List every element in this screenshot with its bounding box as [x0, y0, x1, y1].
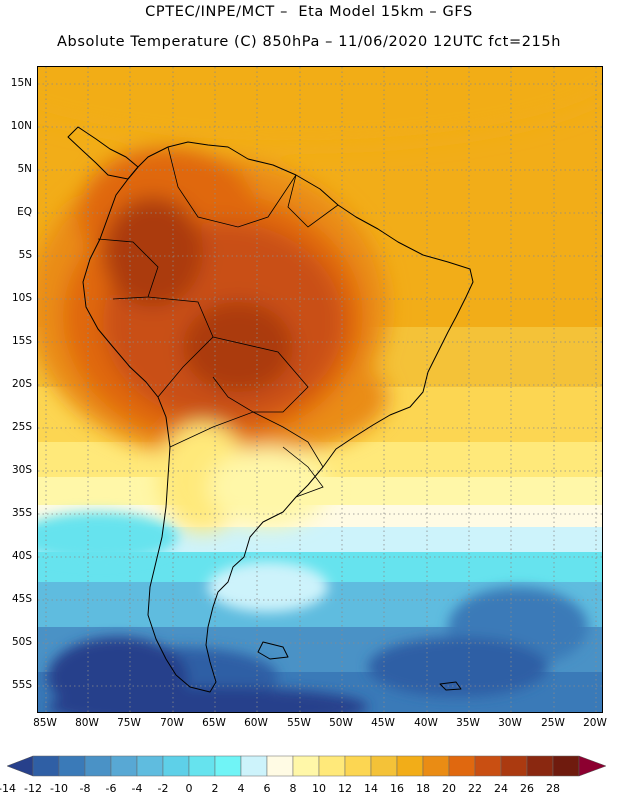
chart-title: CPTEC/INPE/MCT – Eta Model 15km – GFS [145, 4, 473, 20]
colorbar-swatch [188, 755, 216, 777]
lat-label: 50S [11, 636, 32, 648]
lon-label: 70W [160, 717, 184, 729]
guianas-border [287, 174, 339, 228]
map-area [37, 66, 603, 713]
warm-anomalies [38, 67, 602, 532]
lat-label: 5N [17, 163, 32, 175]
lon-label: 35W [456, 717, 480, 729]
lon-label: 80W [75, 717, 99, 729]
colorbar-swatch [474, 755, 502, 777]
colorbar-swatch [110, 755, 138, 777]
lat-label: 5S [18, 249, 32, 261]
colorbar-label: -6 [105, 782, 117, 795]
uruguay-border [282, 446, 324, 498]
colorbar-label: 24 [494, 782, 508, 795]
lon-label: 65W [202, 717, 226, 729]
lat-label: 45S [11, 593, 32, 605]
colorbar-label: 14 [364, 782, 378, 795]
colorbar-label: 10 [312, 782, 326, 795]
colorbar-swatch [292, 755, 320, 777]
lat-label: 15N [10, 77, 32, 89]
colorbar-label: 22 [468, 782, 482, 795]
colorbar-label: -8 [79, 782, 91, 795]
colorbar-swatch [500, 755, 528, 777]
colorbar-swatch [396, 755, 424, 777]
lat-label: 55S [11, 679, 32, 691]
colorbar-label: 18 [416, 782, 430, 795]
colorbar-label: -14 [0, 782, 16, 795]
falkland-islands [257, 641, 289, 660]
colorbar-swatch [58, 755, 86, 777]
colorbar-swatch [266, 755, 294, 777]
colorbar-label: 28 [546, 782, 560, 795]
cold-anomalies [38, 512, 588, 712]
lat-label: 20S [11, 378, 32, 390]
chart-subtitle: Absolute Temperature (C) 850hPa – 11/06/… [57, 34, 561, 50]
colorbar-label: -10 [50, 782, 68, 795]
lon-label: 20W [583, 717, 607, 729]
south-america-coast [82, 141, 474, 693]
colorbar-swatch [214, 755, 242, 777]
lat-label: 40S [11, 550, 32, 562]
lon-label: 40W [414, 717, 438, 729]
colorbar-swatch [526, 755, 554, 777]
colorbar-swatch [84, 755, 112, 777]
south-georgia [439, 681, 462, 691]
colorbar-swatch [370, 755, 398, 777]
colorbar-swatch [162, 755, 190, 777]
colorbar-arrow-low [6, 755, 34, 777]
colorbar-label: 16 [390, 782, 404, 795]
lon-label: 75W [117, 717, 141, 729]
lon-label: 25W [541, 717, 565, 729]
lon-label: 55W [287, 717, 311, 729]
lat-label: 30S [11, 464, 32, 476]
colorbar-label: -2 [157, 782, 169, 795]
lat-label: 10S [11, 292, 32, 304]
colorbar-swatch [32, 755, 60, 777]
coastline [67, 126, 474, 693]
colorbar-swatch [344, 755, 372, 777]
colorbar [6, 755, 607, 777]
colorbar-label: 20 [442, 782, 456, 795]
colorbar-swatch [240, 755, 268, 777]
colorbar-label: 8 [289, 782, 297, 795]
country-borders [97, 146, 339, 498]
colorbar-swatch [422, 755, 450, 777]
colorbar-swatch [552, 755, 580, 777]
colorbar-swatch [318, 755, 346, 777]
colorbar-label: -4 [131, 782, 143, 795]
argentina-north-border [169, 411, 324, 468]
lon-label: 50W [329, 717, 353, 729]
colorbar-label: -12 [24, 782, 42, 795]
lon-label: 30W [498, 717, 522, 729]
colorbar-swatch [136, 755, 164, 777]
lon-label: 45W [371, 717, 395, 729]
temperature-map [38, 67, 602, 712]
lon-label: 60W [244, 717, 268, 729]
colorbar-arrow-high [578, 755, 607, 777]
colorbar-label: 4 [237, 782, 245, 795]
colorbar-label: 26 [520, 782, 534, 795]
bolivia-paraguay-border [212, 336, 309, 413]
colorbar-label: 0 [185, 782, 193, 795]
lat-label: 25S [11, 421, 32, 433]
lon-label: 85W [33, 717, 57, 729]
colorbar-label: 6 [263, 782, 271, 795]
lat-label: 15S [11, 335, 32, 347]
colorbar-label: 2 [211, 782, 219, 795]
colorbar-label: 12 [338, 782, 352, 795]
lat-label: 35S [11, 507, 32, 519]
colorbar-swatch [448, 755, 476, 777]
lat-label: EQ [17, 206, 32, 218]
ecuador-peru-border [97, 238, 159, 300]
lat-label: 10N [10, 120, 32, 132]
venezuela-border [167, 146, 297, 228]
